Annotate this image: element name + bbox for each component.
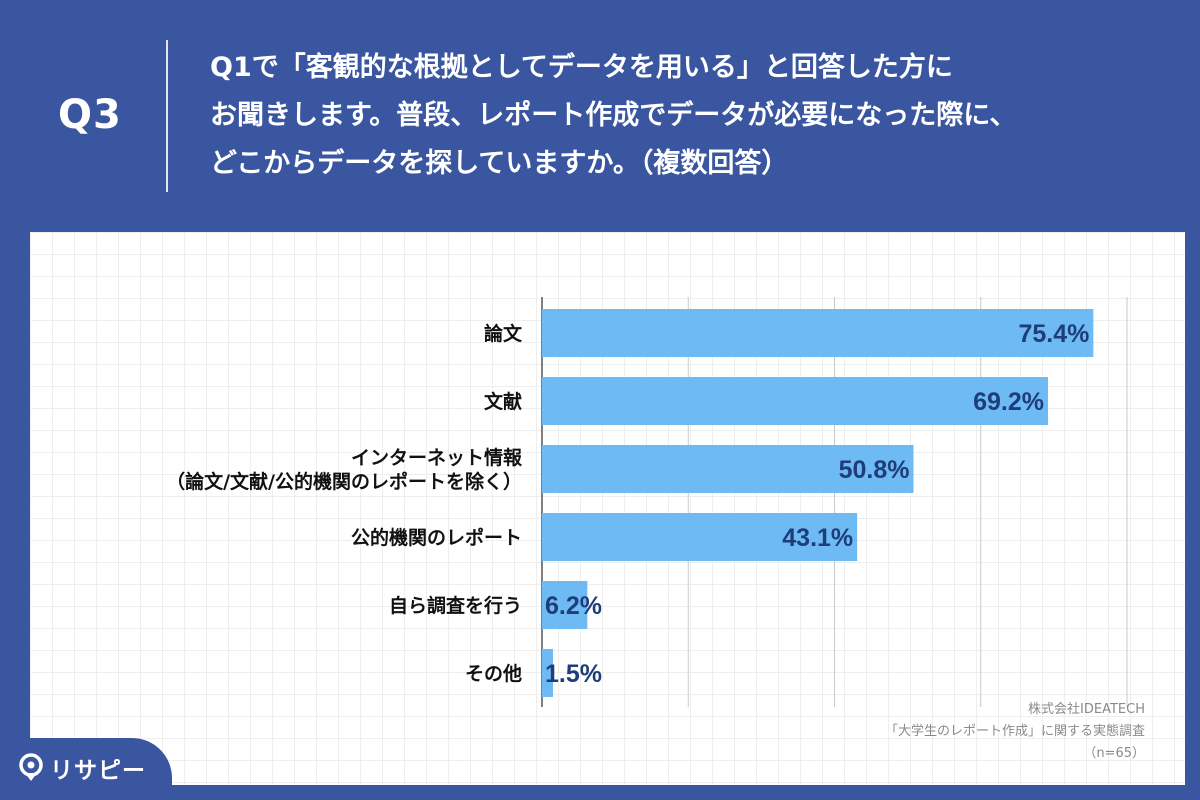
category-label: その他 — [465, 662, 522, 685]
source-note: 株式会社IDEATECH 「大学生のレポート作成」に関する実態調査 （n=65） — [885, 699, 1145, 765]
pin-icon — [19, 753, 43, 781]
brand-logo: リサピー — [18, 752, 146, 784]
question-line: どこからデータを探していますか。（複数回答） — [210, 148, 789, 179]
source-company: 株式会社IDEATECH — [1028, 702, 1145, 717]
bar — [542, 649, 553, 697]
value-label: 50.8% — [839, 456, 910, 484]
category-label: 自ら調査を行う — [389, 594, 522, 617]
value-label: 1.5% — [545, 660, 602, 688]
value-label: 75.4% — [1018, 320, 1089, 348]
category-label: インターネット情報 — [351, 446, 523, 469]
bar — [542, 513, 858, 561]
question-line: Q1で「客観的な根拠としてデータを用いる」と回答した方に — [210, 52, 953, 83]
chart-panel: 75.4% 論文 69.2% 文献 50.8% インターネット情報 （論文/文献/公的機関の… — [30, 232, 1185, 785]
bar-chart: 75.4% 論文 69.2% 文献 50.8% インターネット情報（論文/文献/公的機関の… — [166, 297, 1128, 707]
category-label: 文献 — [484, 390, 522, 413]
bar — [542, 309, 1094, 357]
value-label: 69.2% — [973, 388, 1044, 416]
value-label: 43.1% — [782, 524, 853, 552]
header-divider — [166, 40, 168, 192]
source-survey: 「大学生のレポート作成」に関する実態調査 — [884, 724, 1145, 739]
bar — [542, 581, 588, 629]
question-text: Q1で「客観的な根拠としてデータを用いる」と回答した方に お聞きします。普段、レ… — [210, 44, 1170, 188]
logo-text: リサピー — [50, 758, 146, 784]
bar — [542, 377, 1049, 425]
source-sample: （n=65） — [1083, 746, 1145, 761]
category-label: 論文 — [484, 322, 523, 345]
category-label: （論文/文献/公的機関のレポートを除く） — [166, 470, 522, 493]
question-number: Q3 — [58, 92, 122, 138]
header: Q3 Q1で「客観的な根拠としてデータを用いる」と回答した方に お聞きします。普… — [0, 0, 1200, 230]
question-line: お聞きします。普段、レポート作成でデータが必要になった際に、 — [210, 100, 1017, 131]
logo-tab — [0, 738, 172, 800]
category-label: 公的機関のレポート — [351, 526, 522, 549]
value-label: 6.2% — [545, 592, 602, 620]
bar — [542, 445, 914, 493]
